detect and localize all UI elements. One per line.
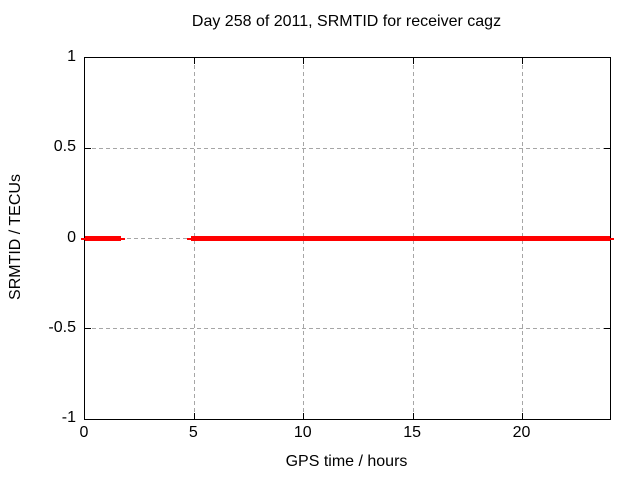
- x-tick-label: 15: [403, 424, 422, 441]
- x-tick-label: 5: [188, 424, 198, 441]
- chart-title: Day 258 of 2011, SRMTID for receiver cag…: [191, 13, 502, 30]
- tick-mark-bottom: [303, 413, 305, 419]
- tick-mark-top: [412, 58, 414, 64]
- tick-mark-bottom: [193, 413, 195, 419]
- gridline-horizontal: [85, 147, 610, 149]
- gridline-horizontal: [85, 328, 610, 330]
- tick-mark-bottom: [522, 413, 523, 419]
- tick-mark-top: [303, 58, 305, 64]
- y-tick-label: 0: [67, 228, 76, 246]
- x-tick-label: 0: [79, 424, 89, 441]
- x-tick-label: 20: [512, 424, 531, 441]
- x-tick-label: 10: [293, 424, 312, 441]
- tick-mark-top: [193, 58, 195, 64]
- tick-mark-left: [85, 328, 91, 330]
- x-axis-label: GPS time / hours: [285, 453, 408, 470]
- tick-mark-right: [604, 147, 610, 149]
- tick-mark-right: [604, 328, 610, 330]
- data-line-segment: [85, 236, 122, 241]
- tick-mark-left: [85, 147, 91, 149]
- y-tick-label: -1: [61, 409, 76, 426]
- plot-area: [81, 57, 614, 420]
- y-tick-label: 1: [67, 48, 76, 65]
- data-line-segment: [191, 236, 610, 241]
- y-tick-label: -0.5: [48, 318, 76, 336]
- tick-mark-top: [522, 58, 523, 64]
- tick-mark-bottom: [412, 413, 414, 419]
- y-tick-label: 0.5: [53, 138, 76, 156]
